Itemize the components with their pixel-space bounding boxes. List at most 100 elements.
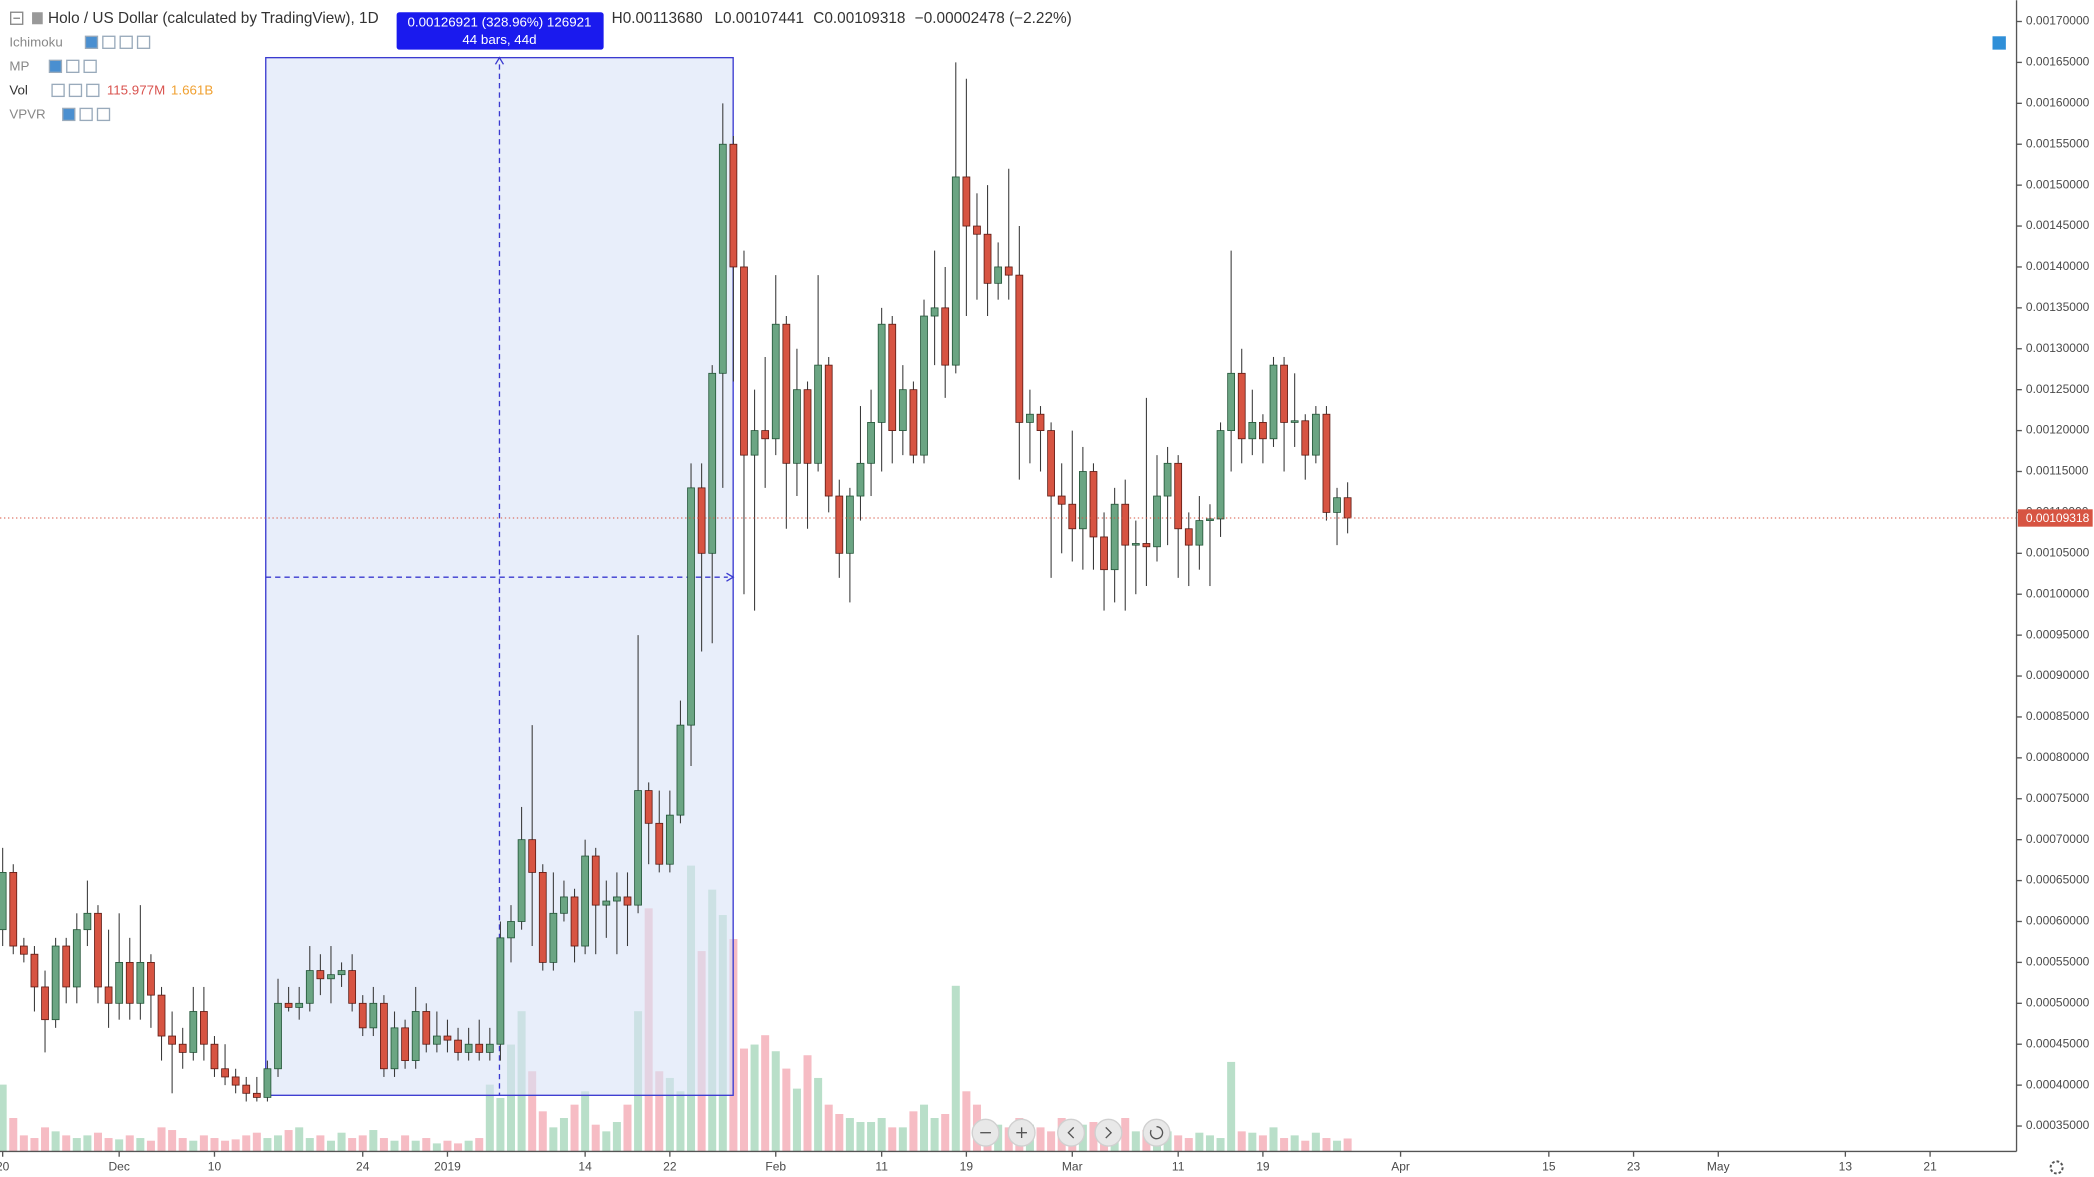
y-tick-label: 0.00135000 — [2026, 300, 2090, 314]
collapse-icon[interactable] — [10, 11, 24, 25]
y-tick-label: 0.00170000 — [2026, 14, 2090, 28]
candle-body — [369, 1002, 378, 1029]
candle-body — [189, 1011, 198, 1053]
volume-bar — [475, 1138, 484, 1152]
flag-icon[interactable] — [32, 12, 43, 25]
volume-bar — [454, 1143, 463, 1152]
volume-bar — [284, 1130, 293, 1152]
indicator-name[interactable]: VPVR — [9, 107, 46, 122]
candle-body — [718, 143, 727, 374]
candle-body — [1015, 274, 1024, 423]
candle-body — [72, 929, 81, 988]
candle-body — [951, 176, 960, 366]
candle-body — [1269, 364, 1278, 440]
y-tick-label: 0.00075000 — [2026, 791, 2090, 805]
candle-body — [147, 961, 155, 996]
candle-body — [327, 974, 335, 980]
y-tick-label: 0.00095000 — [2026, 627, 2090, 641]
low-label: L0.00107441 — [714, 10, 804, 27]
candle-body — [136, 961, 145, 1004]
volume-bar — [538, 1111, 547, 1152]
volume-bar — [951, 985, 960, 1152]
volume-bar — [443, 1140, 452, 1152]
candle-body — [761, 430, 770, 440]
candle-body — [348, 970, 357, 1004]
indicator-name[interactable]: Ichimoku — [9, 34, 62, 49]
volume-bar — [9, 1118, 18, 1152]
candle-body — [888, 323, 897, 431]
volume-bar — [1227, 1061, 1236, 1152]
volume-bar — [252, 1132, 261, 1152]
candle-body — [517, 839, 526, 922]
candle-body — [1068, 503, 1077, 530]
volume-bar — [1163, 1131, 1172, 1152]
candle-body — [846, 495, 854, 554]
candle-body — [1089, 471, 1098, 538]
candle-body — [898, 389, 907, 431]
candle-body — [210, 1043, 219, 1070]
y-tick-label: 0.00145000 — [2026, 218, 2090, 232]
scale-icon[interactable] — [1992, 36, 2006, 50]
change-label: −0.00002478 (−2.22%) — [915, 10, 1072, 27]
volume-bar — [93, 1132, 102, 1152]
indicator-icons[interactable] — [84, 35, 151, 49]
candle-body — [231, 1076, 240, 1086]
reset-button[interactable] — [1142, 1118, 1171, 1147]
indicator-icons[interactable] — [51, 83, 100, 98]
icon — [1149, 1126, 1164, 1140]
volume-bar — [1205, 1135, 1214, 1152]
volume-bar — [750, 1044, 759, 1152]
volume-bar — [337, 1132, 346, 1152]
indicator-icons[interactable] — [48, 59, 97, 74]
y-tick-label: 0.00045000 — [2026, 1036, 2090, 1050]
candle-body — [284, 1002, 293, 1008]
indicator-name[interactable]: MP — [9, 59, 29, 74]
x-tick-label: May — [1707, 1160, 1730, 1174]
volume-bar — [379, 1138, 388, 1152]
x-tick-label: Feb — [765, 1160, 786, 1174]
volume-bar — [295, 1127, 304, 1152]
volume-bar — [1184, 1138, 1193, 1152]
candle-body — [507, 921, 515, 939]
candle-body — [30, 953, 39, 988]
candle-body — [623, 896, 632, 906]
volume-bar — [316, 1135, 325, 1152]
volume-bar — [168, 1130, 177, 1152]
volume-bar — [146, 1140, 155, 1152]
candle-body — [570, 896, 579, 947]
y-tick-label: 0.00060000 — [2026, 914, 2090, 928]
candle-body — [380, 1002, 388, 1070]
candle-body — [941, 307, 950, 366]
candle-body — [485, 1043, 494, 1053]
scroll-left-button[interactable] — [1057, 1118, 1086, 1147]
volume-bar — [1333, 1140, 1342, 1152]
volume-bar — [676, 1091, 685, 1152]
indicator-icons[interactable] — [62, 107, 111, 122]
indicator-name[interactable]: Vol — [9, 83, 28, 98]
candle-body — [51, 945, 60, 1021]
candle-body — [581, 855, 590, 947]
volume-bar — [369, 1130, 378, 1152]
volume-bar — [1174, 1135, 1183, 1152]
candle-body — [200, 1011, 208, 1045]
y-tick-label: 0.00140000 — [2026, 259, 2090, 273]
candle-body — [1078, 471, 1087, 530]
candle-body — [909, 389, 918, 456]
candle-body — [994, 266, 1003, 284]
candle-body — [443, 1035, 452, 1041]
candle-body — [1290, 420, 1299, 423]
candle-body — [803, 389, 812, 464]
candle-body — [750, 430, 759, 456]
candle-body — [1142, 543, 1151, 548]
candle-body — [973, 225, 981, 235]
candle-layer — [0, 62, 2017, 1102]
volume-bar — [623, 1104, 632, 1152]
candle-body — [613, 896, 621, 902]
x-tick-label: 19 — [1256, 1160, 1270, 1174]
measure-arrow-up — [494, 56, 505, 65]
volume-bar — [1248, 1132, 1257, 1152]
candle-body — [602, 900, 611, 906]
scroll-right-button[interactable] — [1094, 1118, 1123, 1147]
volume-bar — [824, 1104, 833, 1152]
y-tick-label: 0.00100000 — [2026, 586, 2090, 600]
